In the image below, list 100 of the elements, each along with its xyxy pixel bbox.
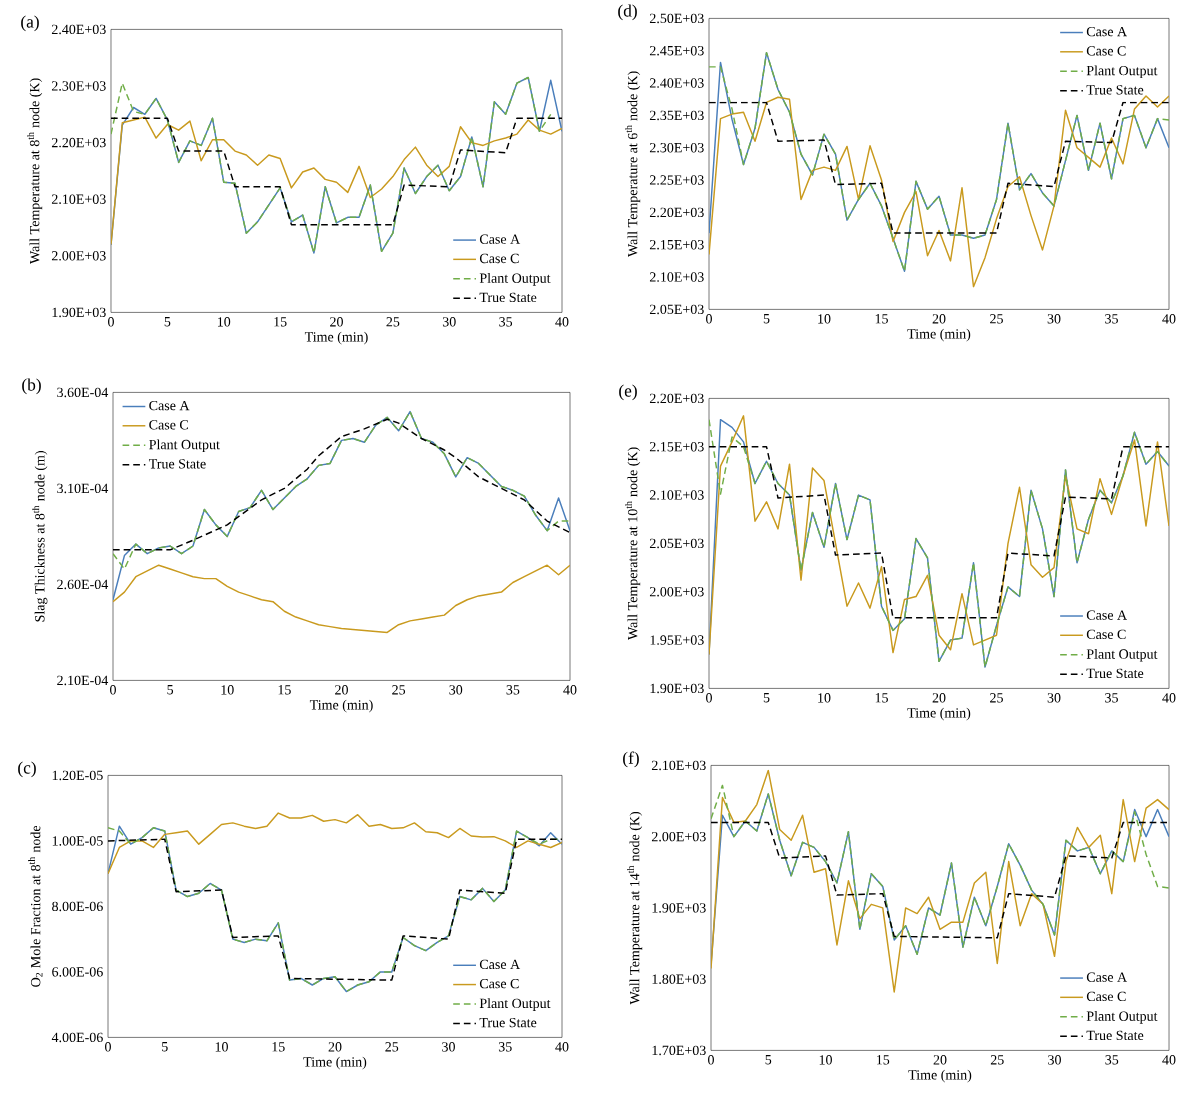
y-tick-label: 2.20E+03 [51,137,106,148]
x-tick-label: 35 [506,684,520,695]
x-tick-label: 20 [335,684,348,695]
x-tick-label: 40 [1162,313,1176,324]
legend-label: Case C [1086,991,1126,1001]
legend-label: Plant Output [1086,648,1158,662]
y-tick-label: 2.60E-04 [57,579,109,589]
x-tick-label: 0 [706,692,712,703]
chart-title: (b) [22,378,41,394]
y-tick-label: 1.00E-05 [52,835,103,846]
legend-label: Case C [1086,45,1126,56]
y-tick-label: 2.15E+03 [649,239,704,250]
x-tick-label: 10 [217,316,231,327]
line-series [111,116,562,246]
x-axis-title: Time (min) [309,699,373,713]
x-tick-label: 40 [1162,1054,1176,1065]
y-axis-title: Wall Temperature at 10$^{th}$ node (K) [625,447,641,640]
x-tick-label: 30 [1047,692,1061,703]
legend-label: Case C [479,253,519,263]
line-series [108,812,562,875]
y-tick-label: 1.90E+03 [652,902,706,913]
y-tick-label: 2.05E+03 [649,304,704,314]
y-tick-label: 2.40E+03 [649,78,704,88]
x-tick-label: 15 [875,692,888,703]
chart-title: (a) [21,15,39,31]
x-tick-label: 30 [1048,1054,1061,1065]
legend-label: Plant Output [149,439,220,452]
y-tick-label: 2.00E+03 [649,586,704,597]
y-axis-title: Wall Temperature at 8$^{th}$ node (K) [27,78,43,264]
y-tick-label: 2.00E+03 [651,831,706,842]
y-axis-title: Wall Temperature at 6$^{th}$ node (K) [625,71,641,257]
x-tick-label: 10 [221,684,234,695]
chart-title: (e) [619,384,637,400]
legend-label: Case A [1086,26,1128,37]
legend-label: True State [1086,1030,1144,1040]
legend-label: Case A [479,959,521,969]
y-axis-title: Slag Thickness at 8$^{th}$ node (m) [32,450,48,622]
y-tick-label: 2.10E+03 [51,194,106,204]
x-tick-label: 5 [763,692,770,703]
x-tick-label: 25 [392,684,406,695]
y-tick-label: 2.45E+03 [649,45,704,56]
x-tick-label: 30 [442,316,456,327]
y-tick-label: 8.00E-06 [52,901,103,911]
line-series [709,95,1170,288]
y-axis-title: Wall Temperature at 14$^{th}$ node (K) [627,811,643,1005]
x-tick-label: 25 [386,316,400,327]
x-tick-label: 10 [818,692,831,703]
line-series [113,410,571,570]
x-tick-label: 10 [819,1054,832,1065]
legend-label: Case A [479,234,521,244]
y-tick-label: 1.20E-05 [52,770,103,780]
y-tick-label: 6.00E-06 [52,966,103,977]
x-tick-label: 35 [499,316,513,327]
x-axis-title: Time (min) [304,331,368,345]
x-tick-label: 20 [330,316,343,327]
y-tick-label: 1.95E+03 [650,635,704,645]
x-tick-label: 40 [1162,692,1176,703]
x-tick-label: 5 [167,684,174,695]
legend-label: True State [148,458,206,469]
legend-label: Case C [1086,629,1126,639]
x-axis-title: Time (min) [907,328,971,342]
x-tick-label: 25 [990,692,1003,703]
legend-label: Plant Output [479,998,551,1011]
x-tick-label: 30 [442,1041,455,1052]
x-tick-label: 35 [1105,313,1118,324]
x-tick-label: 5 [763,313,770,324]
x-tick-label: 40 [555,316,569,327]
y-tick-label: 1.90E+03 [52,307,106,317]
x-tick-label: 15 [875,313,888,324]
x-tick-label: 35 [1105,692,1118,703]
x-tick-label: 30 [449,684,463,695]
x-tick-label: 0 [108,316,114,327]
y-tick-label: 1.90E+03 [650,683,704,693]
legend-label: True State [479,1017,537,1028]
y-tick-label: 2.10E+03 [651,760,706,770]
x-tick-label: 5 [162,1041,168,1052]
x-tick-label: 5 [164,316,171,327]
x-tick-label: 40 [563,684,577,695]
x-tick-label: 20 [932,692,946,703]
y-axis-title: O$_{2}$ Mole Fraction at 8$^{th}$ node [28,825,43,987]
x-tick-label: 25 [990,313,1003,324]
x-tick-label: 10 [215,1041,228,1052]
y-tick-label: 2.40E+03 [51,24,106,34]
chart-title: (d) [618,4,637,20]
y-tick-label: 2.35E+03 [649,110,704,120]
y-tick-label: 2.30E+03 [649,142,704,153]
y-tick-label: 4.00E-06 [51,1032,103,1042]
x-tick-label: 0 [110,684,116,695]
y-tick-label: 3.60E-04 [57,387,109,397]
y-tick-label: 2.25E+03 [649,175,704,185]
x-tick-label: 40 [555,1041,569,1052]
legend-label: Plant Output [1086,1010,1158,1024]
y-tick-label: 2.00E+03 [51,250,106,261]
x-tick-label: 25 [990,1054,1004,1065]
legend-label: Plant Output [1086,65,1158,78]
y-tick-label: 1.80E+03 [652,974,706,984]
x-tick-label: 15 [272,1041,285,1052]
y-tick-label: 2.05E+03 [649,538,704,548]
x-tick-label: 15 [274,316,287,327]
x-tick-label: 0 [708,1054,714,1065]
